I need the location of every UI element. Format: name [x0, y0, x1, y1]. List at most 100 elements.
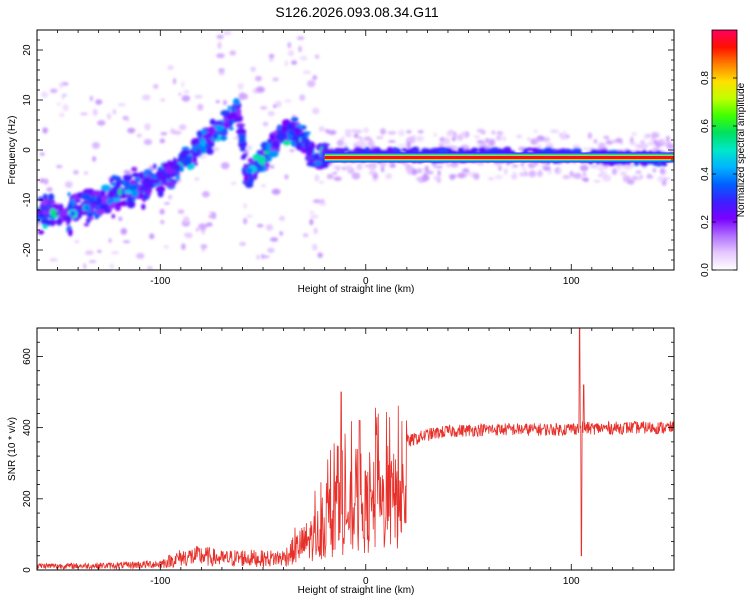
spectrogram-y-tick-label: 10	[22, 94, 33, 106]
snr-y-tick-label: 400	[22, 419, 33, 436]
spectrogram-cell	[298, 45, 302, 53]
spectrogram-cell	[244, 93, 248, 100]
spectrogram-cell	[106, 197, 114, 205]
spectrogram-cell	[59, 208, 69, 217]
spectrogram-cell	[39, 178, 45, 183]
spectrogram-cell	[56, 102, 62, 106]
spectrogram-cell	[284, 60, 289, 67]
spectrogram-cell	[450, 145, 458, 149]
spectrogram-cell	[358, 136, 363, 140]
spectrogram-cell	[421, 177, 427, 182]
snr-x-tick-label: -100	[150, 576, 170, 587]
spectrogram-cell	[267, 247, 275, 254]
spectrogram-cell	[630, 136, 634, 144]
spectrogram-cell	[92, 108, 98, 116]
spectrogram-cell	[309, 218, 314, 226]
spectrogram-cell	[243, 217, 248, 225]
spectrogram-cell	[53, 220, 58, 225]
spectrogram-cell	[401, 147, 407, 152]
spectrogram-cell	[598, 142, 606, 148]
spectrogram-cell	[473, 173, 480, 180]
spectrogram-cell	[286, 121, 295, 131]
spectrogram-cell	[333, 176, 342, 181]
spectrogram-cell	[619, 140, 623, 145]
spectrogram-cell	[92, 156, 97, 162]
spectrogram-cell	[196, 148, 201, 156]
spectrogram-cell	[178, 92, 182, 96]
spectrogram-cell	[206, 222, 213, 227]
spectrogram-cell	[385, 173, 393, 180]
spectrogram-cell	[246, 214, 253, 218]
spectrogram-cell	[180, 149, 191, 156]
spectrogram-cell	[152, 178, 160, 185]
spectrogram-cell	[282, 140, 291, 146]
spectrogram-cell	[96, 209, 106, 215]
spectrogram-cell	[290, 116, 299, 123]
spectrogram-cell	[256, 223, 264, 228]
spectrogram-cell	[71, 321, 75, 326]
spectrogram-cell	[269, 58, 274, 62]
spectrogram-cell	[250, 66, 256, 73]
spectrogram-cell	[229, 50, 237, 56]
spectrogram-cell	[110, 251, 120, 255]
spectrogram-cell	[406, 141, 411, 149]
spectrogram-cell	[58, 112, 65, 118]
spectrogram-cell	[68, 228, 73, 237]
spectrogram-cell	[476, 140, 485, 143]
spectrogram-cell	[106, 113, 112, 120]
spectrogram-cell	[369, 138, 374, 142]
spectrogram-cell	[143, 183, 154, 189]
spectrogram-cell	[376, 136, 384, 139]
spectrogram-cell	[491, 130, 496, 135]
snr-x-label: Height of straight line (km)	[298, 585, 415, 596]
spectrogram-cell	[273, 104, 277, 108]
snr-y-tick-label: 0	[22, 567, 33, 573]
spectrogram-cell	[341, 136, 345, 141]
spectrogram-cell	[93, 196, 97, 201]
spectrogram-cell	[396, 148, 401, 154]
snr-y-tick-label: 200	[22, 490, 33, 507]
spectrogram-cell	[572, 144, 581, 149]
snr-background	[37, 328, 674, 570]
spectrogram-cell	[232, 97, 241, 106]
snr-x-tick-label: 0	[363, 576, 369, 587]
spectrogram-cell	[159, 208, 165, 215]
spectrogram-cell	[201, 230, 206, 235]
spectrogram-cell	[36, 283, 42, 290]
spectrogram-cell	[89, 95, 94, 102]
spectrogram-cell	[389, 163, 396, 168]
spectrogram-cell	[426, 170, 434, 175]
spectrogram-cell	[152, 163, 157, 169]
spectrogram-cell	[379, 161, 387, 167]
spectrogram-cell	[490, 149, 496, 154]
spectrogram-cell	[91, 190, 102, 197]
spectrogram-cell	[411, 168, 418, 176]
spectrogram-cell	[195, 227, 199, 232]
spectrogram-cell	[41, 91, 49, 98]
spectrogram-cell	[177, 209, 185, 214]
spectrogram-cell	[287, 41, 292, 49]
spectrogram-cell	[90, 302, 96, 309]
spectrogram-cell	[318, 202, 327, 206]
spectrogram-cell	[228, 126, 234, 131]
spectrogram-cell	[167, 65, 174, 71]
spectrogram-cell	[182, 216, 190, 224]
spectrogram-cell	[243, 203, 247, 209]
carrier-band	[324, 152, 674, 163]
spectrogram-cell	[56, 165, 63, 169]
spectrogram-cell	[302, 70, 312, 75]
spectrogram-cell	[112, 108, 117, 115]
spectrogram-cell	[295, 135, 300, 145]
spectrogram-y-ticks: -20 -10 0 10 20	[22, 29, 674, 271]
spectrogram-cell	[271, 140, 281, 149]
snr-series-line	[37, 328, 674, 570]
spectrogram-cell	[86, 216, 94, 221]
spectrogram-cell	[313, 160, 322, 166]
spectrogram-cell	[74, 240, 80, 244]
spectrogram-cell	[215, 100, 220, 104]
spectrogram-cell	[236, 129, 247, 133]
spectrogram-x-tick-label: 0	[363, 276, 369, 287]
spectrogram-cell	[66, 214, 72, 224]
spectrogram-cell	[416, 168, 423, 174]
spectrogram-cell	[79, 307, 86, 311]
